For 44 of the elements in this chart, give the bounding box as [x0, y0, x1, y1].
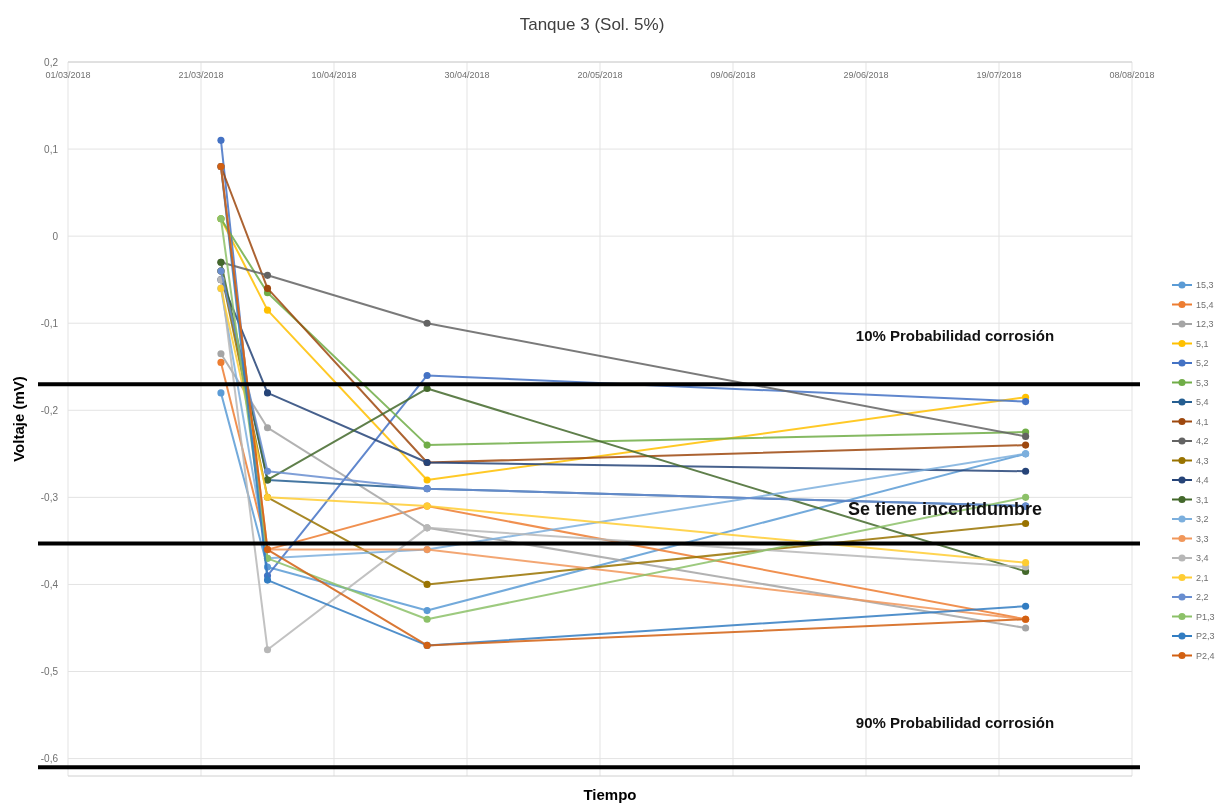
- legend-label: 12,3: [1196, 319, 1214, 330]
- y-axis-title: Voltaje (mV): [10, 376, 27, 462]
- legend-label: 2,1: [1196, 572, 1209, 583]
- y-tick-label: 0,2: [44, 56, 59, 68]
- y-tick-label: -0,4: [40, 578, 59, 590]
- legend-label: 5,4: [1196, 397, 1209, 408]
- y-tick-label: -0,3: [40, 491, 59, 503]
- legend-label: 15,3: [1196, 280, 1214, 291]
- legend-label: 15,4: [1196, 299, 1214, 310]
- y-tick-label: 0: [52, 230, 59, 242]
- legend-label: 4,4: [1196, 475, 1209, 486]
- y-tick-label: 0,1: [44, 143, 59, 155]
- y-tick-label: -0,2: [40, 404, 59, 416]
- y-tick-label: -0,5: [40, 666, 59, 678]
- x-tick-label: 30/04/2018: [444, 70, 490, 80]
- legend-label: 3,1: [1196, 494, 1209, 505]
- x-axis-title: Tiempo: [583, 786, 637, 803]
- legend-label: 4,1: [1196, 416, 1209, 427]
- x-tick-label: 09/06/2018: [710, 70, 756, 80]
- x-tick-label: 10/04/2018: [311, 70, 357, 80]
- legend-label: P2,3: [1196, 631, 1215, 642]
- legend-label: 3,3: [1196, 533, 1209, 544]
- annotation: 90% Probabilidad corrosión: [855, 714, 1055, 732]
- annotation: 10% Probabilidad corrosión: [855, 326, 1055, 344]
- legend-label: 4,3: [1196, 455, 1209, 466]
- x-tick-label: 19/07/2018: [976, 70, 1022, 80]
- x-tick-label: 29/06/2018: [843, 70, 889, 80]
- annotation: Se tiene incertidumbre: [847, 498, 1043, 519]
- legend-label: 3,4: [1196, 553, 1209, 564]
- legend-label: 5,2: [1196, 358, 1209, 369]
- legend-label: 5,3: [1196, 377, 1209, 388]
- legend-label: 5,1: [1196, 338, 1209, 349]
- y-tick-label: -0,6: [40, 753, 59, 765]
- x-tick-label: 20/05/2018: [577, 70, 623, 80]
- legend-label: 3,2: [1196, 514, 1209, 525]
- legend-label: 4,2: [1196, 436, 1209, 447]
- legend-label: P2,4: [1196, 650, 1215, 661]
- x-tick-label: 08/08/2018: [1109, 70, 1155, 80]
- x-tick-label: 01/03/2018: [45, 70, 91, 80]
- legend-label: 2,2: [1196, 592, 1209, 603]
- x-tick-label: 21/03/2018: [178, 70, 224, 80]
- legend-label: P1,3: [1196, 611, 1215, 622]
- y-tick-label: -0,1: [40, 317, 59, 329]
- chart-title: Tanque 3 (Sol. 5%): [519, 15, 665, 34]
